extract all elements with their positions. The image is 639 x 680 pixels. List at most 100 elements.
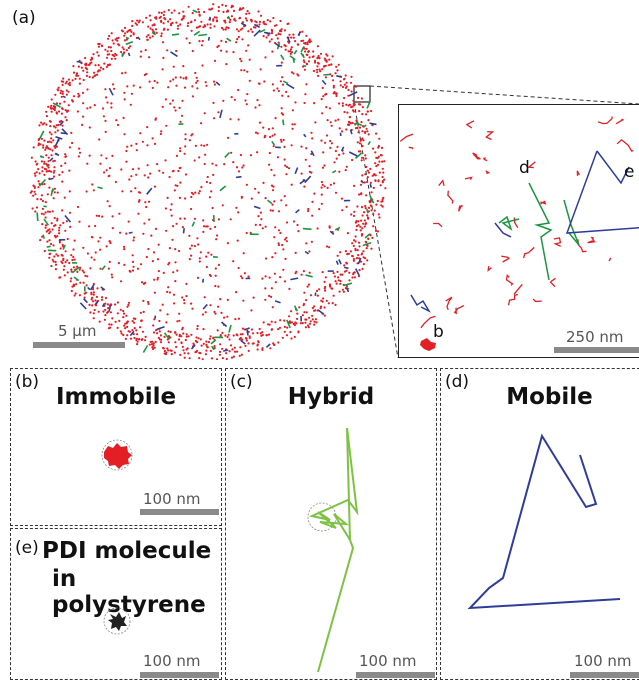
localization-dot [93,259,95,261]
localization-dot [133,337,135,339]
localization-dot [346,85,348,87]
localization-dot [131,25,133,27]
localization-dot [335,192,337,194]
localization-dot [274,252,276,254]
localization-dot [62,84,64,86]
localization-dot [173,302,175,304]
localization-dot [213,311,215,313]
localization-dot [272,83,274,85]
localization-dot [200,144,202,146]
localization-dot [49,211,51,213]
localization-dot [78,66,80,68]
localization-dot [221,332,223,334]
localization-dot [178,12,180,14]
localization-dot [351,276,353,278]
localization-dot [339,291,341,293]
localization-dot [169,80,171,82]
localization-dot [43,163,45,165]
localization-dot [321,181,323,183]
localization-dot [135,143,137,145]
localization-dot [381,161,383,163]
localization-dot [103,115,105,117]
localization-dot [181,19,183,21]
localization-dot [339,251,341,253]
localization-dot [142,331,144,333]
localization-dot [192,12,194,14]
localization-dot [280,141,282,143]
panel-e-scale-label: 100 nm [143,652,201,670]
localization-dot [360,192,362,194]
localization-dot [77,96,79,98]
localization-dot [357,141,359,143]
zoom-region-box [354,86,370,102]
trajectory-segment [37,212,38,221]
localization-dot [159,330,161,332]
localization-dot [57,129,59,131]
localization-dot [132,269,134,271]
localization-dot [123,325,125,327]
localization-dot [360,184,362,186]
localization-dot [249,59,251,61]
localization-dot [329,147,331,149]
localization-dot [91,183,93,185]
localization-dot [175,85,177,87]
localization-dot [294,324,296,326]
localization-dot [212,207,214,209]
trajectory-segment [198,35,207,36]
localization-dot [296,313,298,315]
localization-dot [277,341,279,343]
localization-dot [126,146,128,148]
localization-dot [333,295,335,297]
localization-dot [75,74,77,76]
localization-dot [154,292,156,294]
localization-dot [173,10,175,12]
localization-dot [214,60,216,62]
localization-dot [112,39,114,41]
localization-dot [109,167,111,169]
localization-dot [45,201,47,203]
localization-dot [347,89,349,91]
localization-dot [187,25,189,27]
localization-dot [289,331,291,333]
localization-dot [52,210,54,212]
localization-dot [154,17,156,19]
localization-dot [78,148,80,150]
localization-dot [263,80,265,82]
localization-dot [318,288,320,290]
localization-dot [198,357,200,359]
localization-dot [264,299,266,301]
localization-dot [79,78,81,80]
localization-dot [241,277,243,279]
localization-dot [303,102,305,104]
localization-dot [121,190,123,192]
inset-immobile-track [609,258,610,261]
localization-dot [162,304,164,306]
localization-dot [110,324,112,326]
localization-dot [206,181,208,183]
localization-dot [152,348,154,350]
localization-dot [274,133,276,135]
localization-dot [130,190,132,192]
localization-dot [251,198,253,200]
localization-dot [282,84,284,86]
localization-dot [352,100,354,102]
localization-dot [348,279,350,281]
localization-dot [282,337,284,339]
localization-dot [283,146,285,148]
localization-dot [94,225,96,227]
localization-dot [154,143,156,145]
localization-dot [335,120,337,122]
trajectory-segment [209,37,210,41]
localization-dot [36,206,38,208]
localization-dot [322,297,324,299]
localization-dot [146,256,148,258]
localization-dot [179,218,181,220]
localization-dot [238,118,240,120]
localization-dot [294,336,296,338]
localization-dot [69,190,71,192]
localization-dot [185,348,187,350]
localization-dot [331,75,333,77]
localization-dot [222,11,224,13]
localization-dot [167,197,169,199]
localization-dot [61,125,63,127]
